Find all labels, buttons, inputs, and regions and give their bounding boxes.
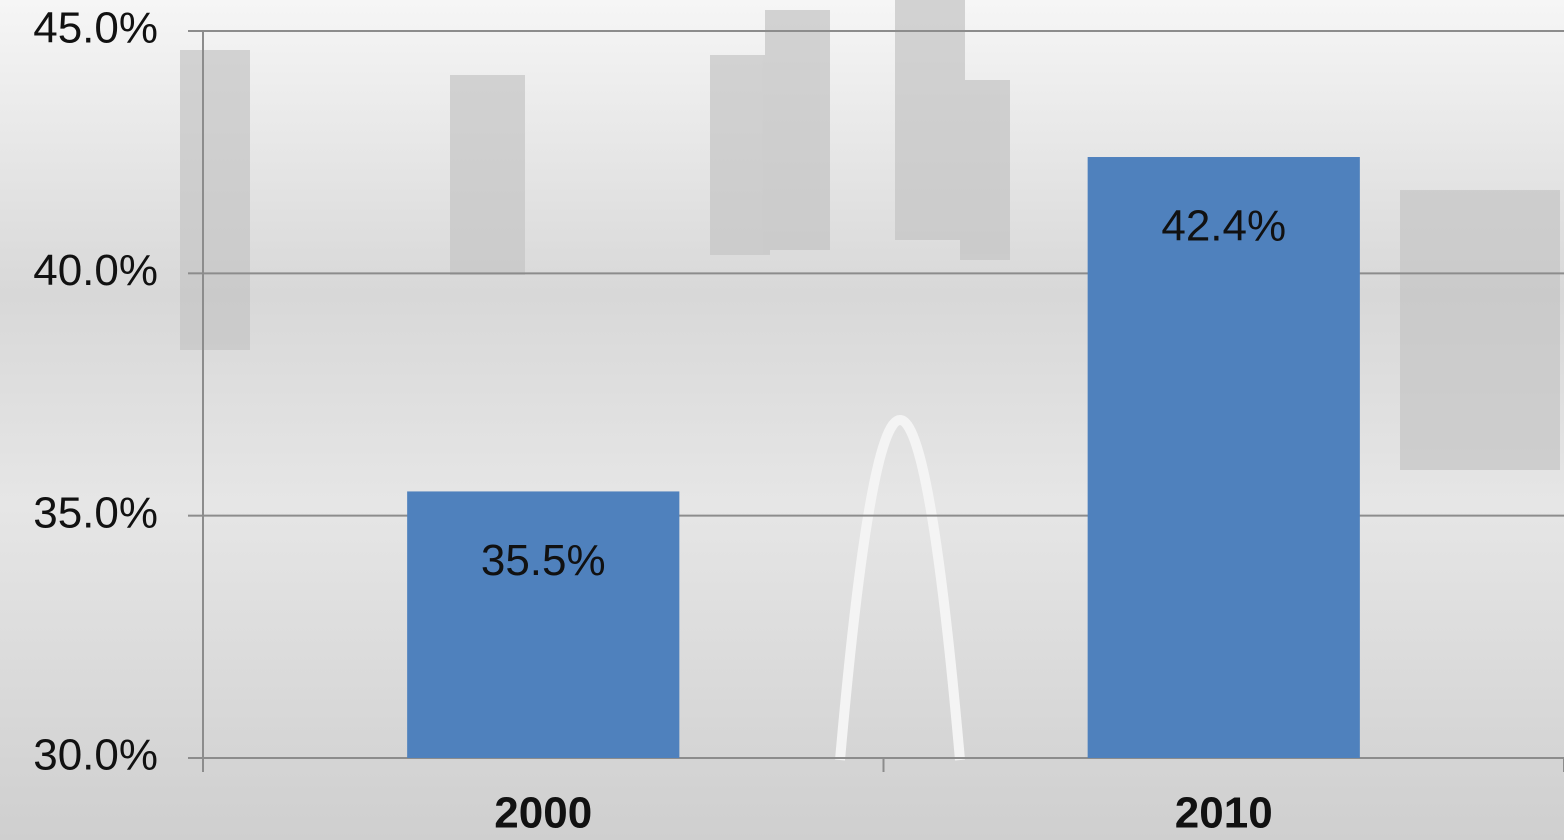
bar bbox=[1087, 157, 1360, 759]
bar bbox=[407, 491, 680, 758]
y-tick-label: 35.0% bbox=[33, 488, 158, 537]
data-label: 42.4% bbox=[1161, 202, 1286, 251]
y-tick-label: 30.0% bbox=[33, 731, 158, 780]
bridge-arch bbox=[835, 415, 965, 761]
x-tick-label: 2000 bbox=[494, 789, 592, 838]
y-tick-label: 40.0% bbox=[33, 246, 158, 295]
data-label: 35.5% bbox=[481, 536, 606, 585]
y-tick-label: 45.0% bbox=[33, 4, 158, 53]
x-tick-label: 2010 bbox=[1175, 789, 1273, 838]
skyline bbox=[180, 0, 1560, 470]
